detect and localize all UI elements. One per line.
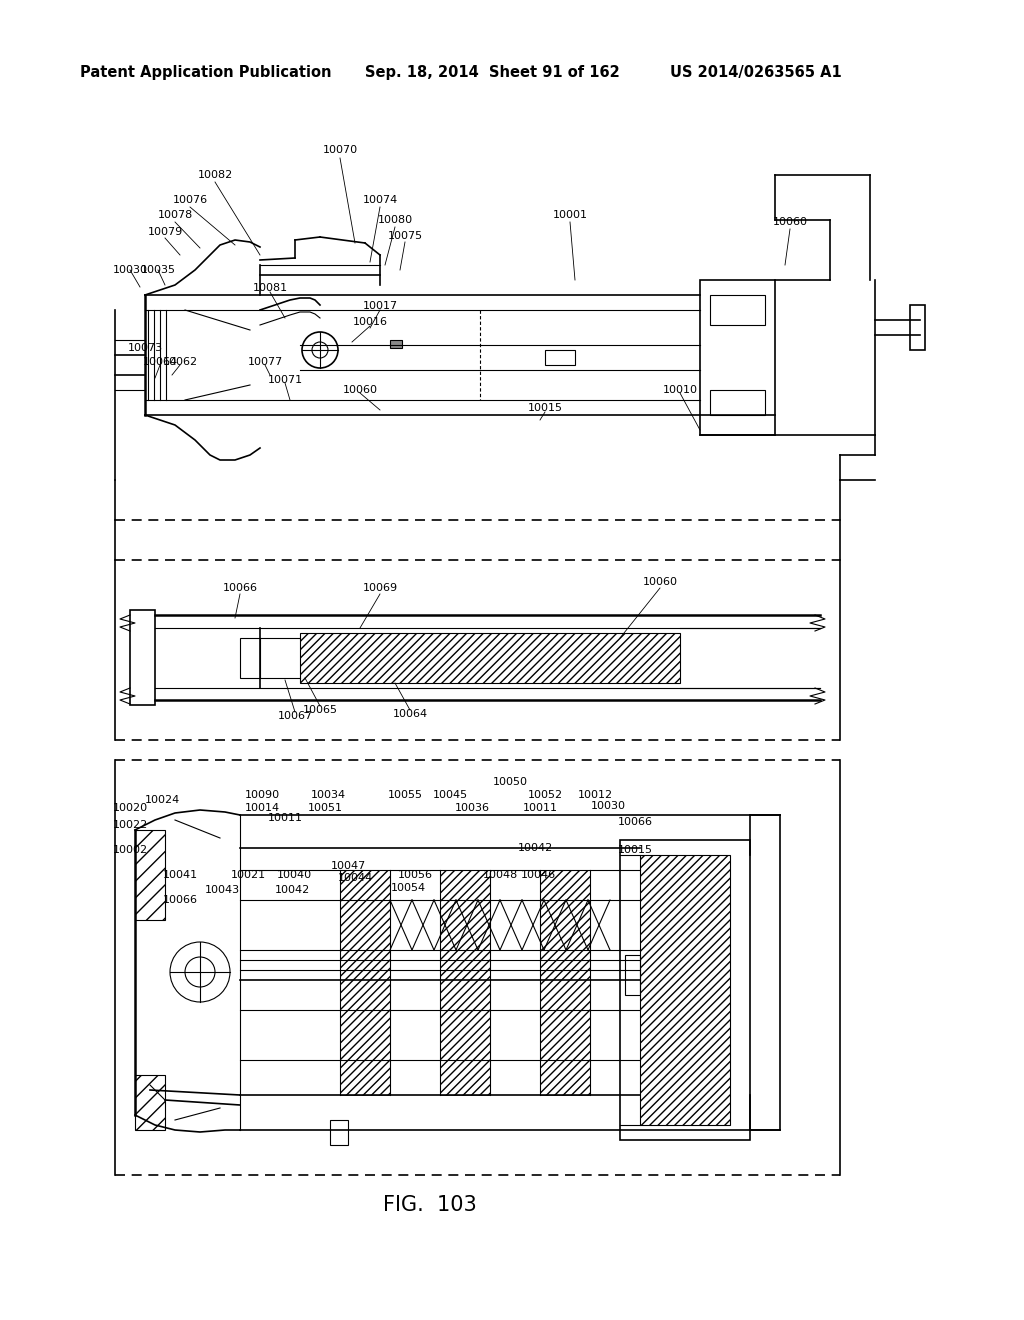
Bar	[710, 294, 765, 325]
Text: 10050: 10050	[493, 777, 527, 787]
Text: 10074: 10074	[362, 195, 397, 205]
Bar	[135, 830, 165, 920]
Bar	[300, 634, 680, 682]
Text: 10076: 10076	[172, 195, 208, 205]
Text: 10045: 10045	[432, 789, 468, 800]
Text: 10077: 10077	[248, 356, 283, 367]
Text: 10024: 10024	[144, 795, 179, 805]
Text: 10073: 10073	[127, 343, 163, 352]
Text: 10067: 10067	[278, 711, 312, 721]
Text: 10035: 10035	[140, 265, 175, 275]
Text: 10010: 10010	[663, 385, 697, 395]
Text: 10090: 10090	[245, 789, 280, 800]
Text: 10041: 10041	[163, 870, 198, 880]
Text: 10078: 10078	[158, 210, 193, 220]
Text: 10048: 10048	[482, 870, 517, 880]
Bar	[390, 341, 402, 348]
Text: FIG.  103: FIG. 103	[383, 1195, 477, 1214]
Text: 10081: 10081	[253, 282, 288, 293]
Text: 10022: 10022	[113, 820, 147, 830]
Bar	[710, 389, 765, 414]
Text: 10054: 10054	[390, 883, 426, 894]
Bar	[135, 1074, 165, 1130]
Text: 10064: 10064	[392, 709, 428, 719]
Bar	[440, 870, 490, 1096]
Text: 10065: 10065	[302, 705, 338, 715]
Text: 10066: 10066	[222, 583, 257, 593]
Bar	[620, 840, 750, 1140]
Text: 10016: 10016	[352, 317, 387, 327]
Text: 10036: 10036	[455, 803, 489, 813]
Bar	[700, 280, 775, 436]
Text: 10080: 10080	[378, 215, 413, 224]
Text: 10017: 10017	[362, 301, 397, 312]
Text: 10069: 10069	[362, 583, 397, 593]
Bar	[540, 870, 590, 1096]
Text: 10043: 10043	[205, 884, 240, 895]
Text: 10051: 10051	[307, 803, 342, 813]
Bar	[545, 350, 575, 366]
Text: 10060: 10060	[772, 216, 808, 227]
Text: 10040: 10040	[276, 870, 311, 880]
Text: 10071: 10071	[267, 375, 302, 385]
Text: 10060: 10060	[342, 385, 378, 395]
Text: 10042: 10042	[517, 843, 553, 853]
Bar	[910, 305, 925, 350]
Text: 10015: 10015	[527, 403, 562, 413]
Text: US 2014/0263565 A1: US 2014/0263565 A1	[670, 65, 842, 79]
Text: Patent Application Publication: Patent Application Publication	[80, 65, 332, 79]
Text: 10056: 10056	[397, 870, 432, 880]
Bar	[330, 1119, 348, 1144]
Text: 10021: 10021	[230, 870, 265, 880]
Bar	[640, 855, 730, 1125]
Text: 10030: 10030	[113, 265, 147, 275]
Text: 10064: 10064	[142, 356, 177, 367]
Text: 10034: 10034	[310, 789, 345, 800]
Text: 10066: 10066	[163, 895, 198, 906]
Text: 10042: 10042	[274, 884, 309, 895]
Text: 10052: 10052	[527, 789, 562, 800]
Text: Sep. 18, 2014  Sheet 91 of 162: Sep. 18, 2014 Sheet 91 of 162	[365, 65, 620, 79]
Text: 10044: 10044	[337, 873, 373, 883]
Text: 10015: 10015	[617, 845, 652, 855]
Text: 10055: 10055	[387, 789, 423, 800]
Text: 10030: 10030	[591, 801, 626, 810]
Text: 10047: 10047	[331, 861, 366, 871]
Text: 10020: 10020	[113, 803, 147, 813]
Text: 10012: 10012	[578, 789, 612, 800]
Bar	[130, 610, 155, 705]
Text: 10070: 10070	[323, 145, 357, 154]
Text: 10011: 10011	[522, 803, 557, 813]
Bar	[625, 954, 640, 995]
Text: 10001: 10001	[553, 210, 588, 220]
Text: 10079: 10079	[147, 227, 182, 238]
Text: 10060: 10060	[642, 577, 678, 587]
Text: 10002: 10002	[113, 845, 147, 855]
Text: 10062: 10062	[163, 356, 198, 367]
Bar	[340, 870, 390, 1096]
Text: 10011: 10011	[267, 813, 302, 822]
Text: 10066: 10066	[617, 817, 652, 828]
Text: 10014: 10014	[245, 803, 280, 813]
Text: 10082: 10082	[198, 170, 232, 180]
Text: 10075: 10075	[387, 231, 423, 242]
Text: 10046: 10046	[520, 870, 556, 880]
Bar	[240, 638, 260, 678]
